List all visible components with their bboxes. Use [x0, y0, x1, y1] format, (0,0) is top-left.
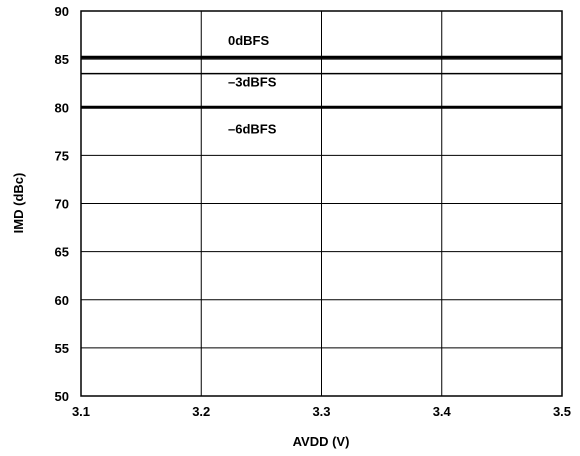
- x-tick-label: 3.5: [553, 404, 571, 419]
- y-tick-label: 75: [55, 148, 69, 163]
- y-tick-label: 60: [55, 293, 69, 308]
- y-tick-label: 50: [55, 389, 69, 404]
- series-label: –3dBFS: [228, 75, 277, 90]
- x-tick-label: 3.2: [192, 404, 210, 419]
- y-tick-label: 70: [55, 197, 69, 212]
- x-tick-label: 3.4: [433, 404, 452, 419]
- series-labels: 0dBFS –3dBFS –6dBFS: [228, 33, 277, 136]
- y-tick-labels: 50 55 60 65 70 75 80 85 90: [55, 4, 69, 404]
- series-label: 0dBFS: [228, 33, 270, 48]
- x-tick-labels: 3.1 3.2 3.3 3.4 3.5: [72, 404, 571, 419]
- x-tick-label: 3.3: [312, 404, 330, 419]
- y-axis-label: IMD (dBc): [11, 173, 26, 234]
- y-tick-label: 55: [55, 341, 69, 356]
- x-axis-label: AVDD (V): [293, 434, 350, 449]
- series-lines: [81, 55, 562, 109]
- y-tick-label: 90: [55, 4, 69, 19]
- x-tick-label: 3.1: [72, 404, 90, 419]
- series-label: –6dBFS: [228, 121, 277, 136]
- y-tick-label: 65: [55, 245, 69, 260]
- y-tick-label: 85: [55, 52, 69, 67]
- y-tick-label: 80: [55, 100, 69, 115]
